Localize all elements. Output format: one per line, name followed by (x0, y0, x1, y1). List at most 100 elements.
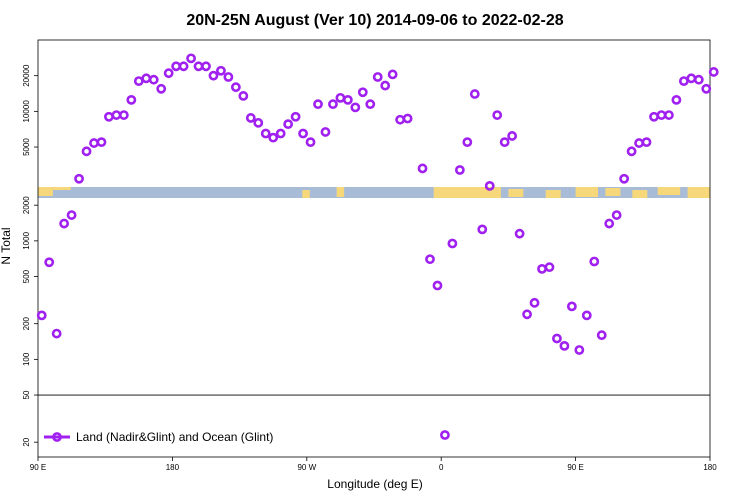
map-ocean-band (38, 187, 710, 198)
data-point (66, 210, 77, 220)
data-point (626, 146, 637, 157)
y-tick-label: 500 (22, 269, 31, 283)
data-point (283, 119, 294, 130)
map-land-patch (657, 187, 681, 195)
data-point (708, 67, 719, 77)
data-point (111, 110, 122, 120)
data-point (656, 110, 667, 120)
data-point (253, 117, 264, 128)
data-point (44, 257, 55, 268)
data-point (342, 94, 353, 105)
data-point (313, 99, 323, 110)
data-point (260, 128, 271, 139)
legend: Land (Nadir&Glint) and Ocean (Glint) (44, 430, 273, 444)
map-land-patch (575, 187, 598, 197)
data-point (208, 70, 219, 81)
data-point (89, 138, 99, 148)
map-land-patch (52, 187, 71, 190)
data-point (178, 61, 189, 72)
data-point (36, 310, 47, 321)
data-point (395, 114, 406, 125)
data-point (484, 180, 495, 191)
data-point (171, 61, 182, 72)
map-land-patch (605, 188, 621, 196)
data-point (223, 72, 234, 82)
data-point (245, 113, 256, 123)
y-tick-label: 20 (22, 437, 31, 446)
y-tick-label: 50 (22, 390, 31, 399)
map-land-patch (336, 187, 345, 197)
data-point (305, 137, 316, 148)
x-tick-label: 180 (166, 463, 180, 472)
data-point (96, 137, 107, 148)
data-point (230, 82, 241, 93)
data-point (537, 263, 547, 274)
data-point (298, 128, 308, 139)
x-tick-label: 0 (439, 463, 444, 472)
data-point (357, 87, 368, 98)
data-point (462, 137, 473, 148)
data-point (380, 80, 391, 91)
data-point (589, 256, 600, 267)
x-tick-label: 90 E (30, 463, 46, 472)
map-land-patch (302, 190, 310, 198)
data-point (574, 345, 585, 355)
data-point (216, 65, 226, 76)
data-point (133, 76, 144, 87)
data-point (619, 173, 630, 184)
data-point (544, 262, 555, 273)
data-point (74, 173, 84, 184)
y-tick-label: 10000 (22, 100, 31, 123)
data-point (126, 94, 137, 105)
axes: 20 50 100 200 500 1000 2000 5000 10000 20000 90 E 1… (22, 39, 717, 472)
data-point (477, 224, 488, 235)
data-point (701, 83, 712, 94)
data-point (514, 228, 525, 239)
data-point (163, 68, 174, 79)
data-point (118, 110, 129, 120)
data-points (36, 53, 719, 440)
data-point (372, 72, 383, 82)
data-point (529, 297, 540, 308)
y-axis-label: N Total (0, 227, 13, 264)
data-point (469, 89, 480, 99)
x-axis-label: Longitude (deg E) (327, 477, 422, 491)
data-point (156, 83, 167, 94)
data-point (432, 280, 443, 291)
data-point (447, 238, 458, 249)
map-land-patch (632, 190, 648, 198)
data-point (365, 99, 376, 110)
data-point (328, 99, 338, 110)
map-land-patch (687, 187, 710, 198)
data-point (499, 137, 510, 148)
x-tick-label: 90 E (567, 463, 583, 472)
data-point (51, 328, 62, 339)
y-tick-label: 20000 (22, 64, 31, 87)
data-point (186, 53, 196, 64)
data-point (268, 132, 279, 143)
data-point (320, 127, 331, 137)
map-land-patch (545, 190, 561, 198)
data-point (425, 254, 435, 265)
data-point (417, 163, 428, 174)
data-point (596, 330, 607, 341)
data-point (201, 61, 211, 72)
map-land-patch (433, 187, 501, 198)
data-point (671, 94, 682, 105)
data-point (686, 73, 697, 84)
data-point (335, 92, 346, 103)
map-land-patch (508, 189, 524, 197)
y-tick-label: 100 (22, 352, 31, 366)
data-point (148, 74, 159, 85)
data-point (290, 111, 301, 122)
data-point (664, 110, 674, 120)
data-point (604, 218, 615, 229)
data-point (238, 91, 249, 101)
data-point (402, 113, 413, 124)
data-point (507, 131, 518, 141)
data-point (559, 340, 570, 351)
data-point (552, 333, 562, 344)
data-point (104, 111, 114, 122)
data-point (387, 69, 398, 80)
